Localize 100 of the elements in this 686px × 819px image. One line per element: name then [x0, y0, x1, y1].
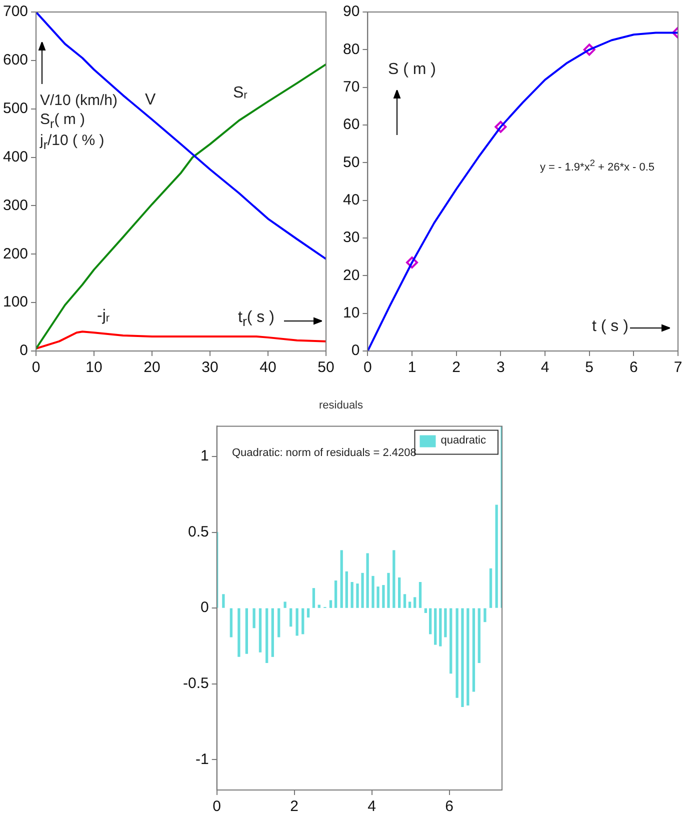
- series-label: -jr: [97, 307, 110, 324]
- y-tick-label: 1: [200, 448, 209, 465]
- bar: [403, 594, 406, 608]
- bar: [366, 553, 369, 608]
- x-axis-title: t ( s ): [592, 317, 628, 337]
- bar: [356, 584, 359, 608]
- bar: [329, 600, 332, 608]
- bar: [392, 550, 396, 608]
- x-tick-label: 1: [408, 359, 416, 376]
- chart-title: residuals: [318, 400, 364, 412]
- point: [494, 120, 507, 133]
- y-tick-label: 400: [2, 148, 28, 166]
- bar: [265, 608, 268, 663]
- x-tick-label: 6: [629, 359, 638, 376]
- x-tick-label: 7: [674, 359, 682, 376]
- point: [583, 44, 596, 56]
- y-tick-label: 0: [200, 599, 209, 616]
- y-tick-label: 600: [2, 52, 28, 69]
- bar: [318, 604, 320, 608]
- y-tick-label: 50: [342, 154, 360, 171]
- annotation: Quadratic: norm of residuals = 2.4208: [232, 447, 416, 461]
- bar: [424, 608, 428, 613]
- y-tick-label: 80: [342, 40, 360, 58]
- bar: [245, 608, 248, 654]
- bar: [284, 602, 286, 608]
- annotation: y = - 1.9*x$^{2}$ + 26*x - 0.5: [540, 158, 655, 176]
- x-tick-label: 0: [212, 798, 222, 816]
- bar: [413, 597, 416, 608]
- bar: [238, 608, 240, 657]
- bar: [334, 580, 338, 608]
- bar: [461, 608, 464, 707]
- y-tick-label: 90: [342, 3, 360, 20]
- bar: [450, 608, 452, 674]
- y-tick-label: 70: [342, 78, 360, 96]
- y-tick-label: 700: [2, 3, 28, 20]
- x-tick-label: 50: [318, 359, 334, 376]
- x-tick-label: 2: [452, 359, 461, 376]
- bar: [484, 608, 486, 622]
- y-tick-label: 500: [2, 100, 28, 117]
- x-tick-label: 2: [290, 798, 299, 816]
- bar: [350, 582, 354, 608]
- bar: [361, 572, 364, 608]
- y-axis-title: S ( m ): [388, 60, 436, 80]
- x-axis-title: t$_{r}$( s ): [238, 308, 274, 331]
- bar: [258, 608, 262, 652]
- y-tick-label: 300: [2, 196, 28, 214]
- bar: [222, 594, 225, 608]
- x-tick-label: 3: [496, 359, 505, 376]
- point: [406, 256, 418, 268]
- bar: [312, 588, 316, 608]
- bar: [495, 504, 498, 608]
- bar: [296, 608, 298, 636]
- bar: [382, 585, 385, 608]
- y-tick-label: 10: [342, 304, 360, 322]
- bar: [428, 608, 432, 634]
- bar: [472, 608, 476, 692]
- x-tick-label: 40: [260, 359, 276, 376]
- y-tick-label: 0: [351, 342, 360, 360]
- y-tick-label: -1: [196, 750, 209, 768]
- bar: [434, 608, 437, 645]
- bar: [230, 608, 233, 638]
- bar: [478, 608, 480, 663]
- x-tick-label: 5: [585, 359, 594, 376]
- y-tick-label: 40: [342, 191, 360, 208]
- legend-label: quadratic: [440, 434, 486, 447]
- series-label: Sr: [233, 84, 248, 102]
- bar: [376, 586, 380, 608]
- y-axis-title: V/10 (km/h) S$_{r}$( m ) j$_{r}$/10 ( % ): [40, 92, 118, 154]
- bar: [340, 550, 343, 608]
- series-label: V: [145, 91, 156, 108]
- y-tick-label: 30: [342, 229, 360, 246]
- y-tick-label: 100: [2, 294, 28, 311]
- bar: [398, 577, 401, 608]
- bar: [306, 608, 310, 618]
- y-tick-label: 0: [20, 342, 28, 360]
- bar: [456, 608, 458, 698]
- bar: [345, 571, 348, 608]
- bar: [439, 608, 442, 646]
- y-tick-label: -0.5: [182, 675, 209, 692]
- bar: [466, 608, 470, 706]
- x-tick-label: 10: [86, 359, 102, 376]
- y-tick-label: 20: [342, 266, 360, 284]
- bar: [489, 568, 492, 608]
- x-tick-label: 20: [144, 359, 160, 376]
- y-tick-label: 60: [342, 116, 360, 134]
- bar: [444, 608, 447, 638]
- x-tick-label: 4: [540, 359, 550, 376]
- y-tick-label: 200: [2, 245, 28, 262]
- x-tick-label: 0: [364, 359, 372, 376]
- bar: [418, 582, 422, 608]
- bar: [271, 608, 274, 657]
- x-tick-label: 0: [32, 359, 40, 376]
- bar: [290, 608, 292, 627]
- bar: [302, 608, 304, 634]
- bar: [408, 602, 412, 608]
- bar: [278, 608, 280, 638]
- x-tick-label: 6: [445, 798, 454, 816]
- bar: [372, 576, 374, 608]
- y-tick-label: 0.5: [188, 523, 209, 540]
- bar: [387, 572, 390, 608]
